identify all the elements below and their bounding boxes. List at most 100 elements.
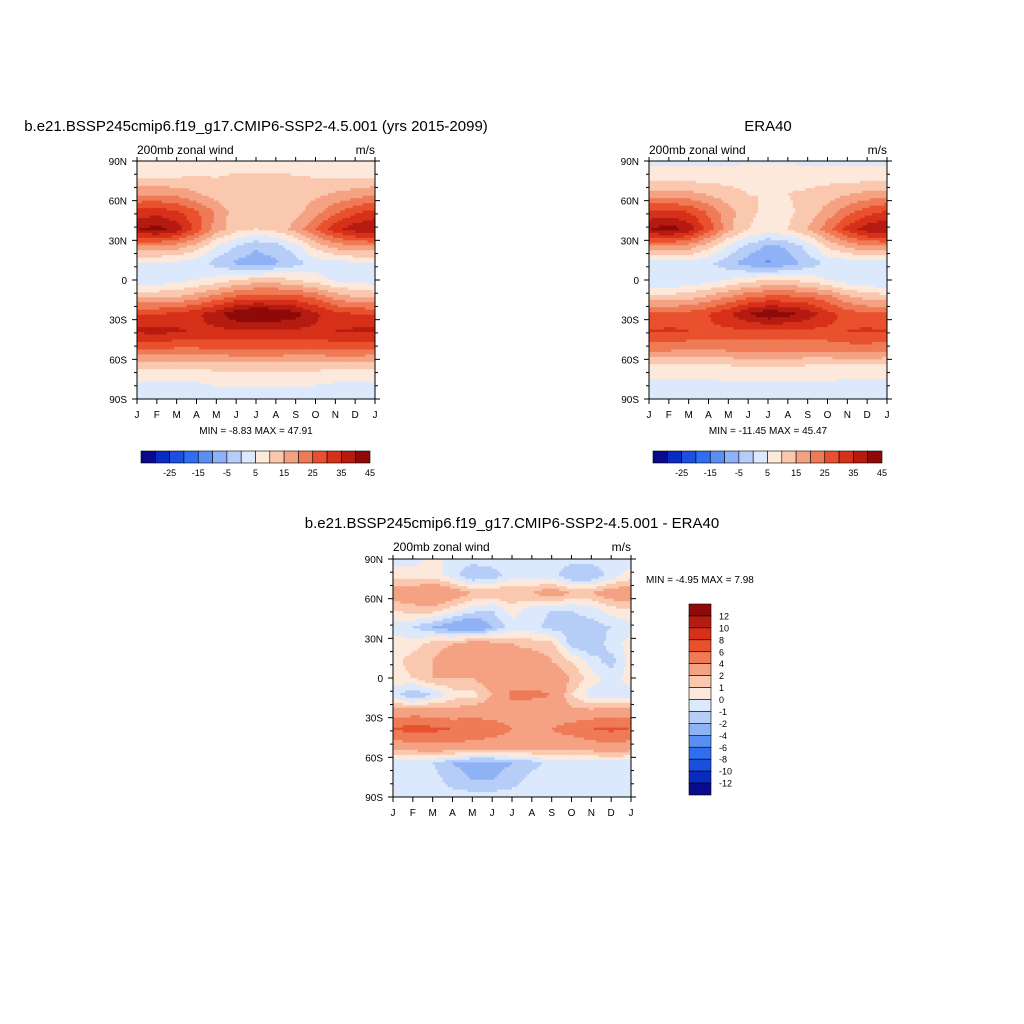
heatmap-cell	[171, 203, 175, 206]
heatmap-cell	[253, 237, 257, 241]
heatmap-cell	[300, 205, 304, 209]
heatmap-cell	[305, 193, 309, 197]
heatmap-cell	[345, 195, 349, 199]
heatmap-cell	[194, 163, 197, 167]
heatmap-cell	[253, 183, 257, 187]
heatmap-cell	[248, 280, 252, 283]
heatmap-cell	[221, 188, 225, 192]
heatmap-cell	[164, 265, 168, 268]
heatmap-cell	[169, 183, 173, 187]
heatmap-cell	[238, 250, 242, 254]
heatmap-cell	[273, 240, 277, 244]
heatmap-cell	[194, 220, 197, 224]
heatmap-cell	[231, 275, 235, 278]
heatmap-cell	[270, 255, 274, 259]
heatmap-cell	[146, 225, 150, 229]
heatmap-cell	[273, 227, 277, 231]
heatmap-cell	[283, 250, 287, 254]
heatmap-cell	[246, 287, 249, 291]
heatmap-cell	[228, 230, 232, 234]
heatmap-cell	[275, 284, 279, 288]
heatmap-cell	[357, 203, 361, 206]
heatmap-cell	[218, 222, 222, 226]
heatmap-cell	[317, 252, 321, 256]
heatmap-cell	[278, 227, 282, 231]
heatmap-cell	[139, 161, 143, 164]
heatmap-cell	[303, 247, 306, 251]
heatmap-cell	[260, 237, 264, 241]
heatmap-cell	[141, 193, 145, 197]
heatmap-cell	[335, 235, 339, 239]
heatmap-cell	[360, 210, 363, 214]
heatmap-cell	[154, 282, 158, 286]
heatmap-cell	[320, 262, 324, 266]
heatmap-cell	[144, 275, 148, 278]
heatmap-cell	[357, 170, 361, 174]
heatmap-cell	[278, 225, 282, 229]
heatmap-cell	[310, 227, 314, 231]
heatmap-cell	[370, 262, 373, 266]
heatmap-cell	[258, 178, 262, 182]
heatmap-cell	[141, 267, 145, 271]
heatmap-cell	[268, 218, 272, 221]
heatmap-cell	[278, 255, 282, 259]
heatmap-cell	[345, 218, 349, 221]
heatmap-cell	[362, 247, 366, 251]
heatmap-cell	[365, 267, 368, 271]
heatmap-cell	[186, 203, 190, 206]
heatmap-cell	[137, 168, 140, 172]
heatmap-cell	[164, 235, 168, 239]
heatmap-cell	[285, 257, 289, 261]
heatmap-cell	[285, 190, 289, 194]
heatmap-cell	[176, 190, 180, 194]
heatmap-cell	[352, 245, 356, 249]
heatmap-cell	[327, 165, 331, 169]
heatmap-cell	[256, 218, 259, 221]
heatmap-cell	[345, 265, 349, 268]
heatmap-cell	[223, 175, 227, 179]
heatmap-cell	[154, 163, 158, 167]
heatmap-cell	[223, 260, 227, 263]
heatmap-cell	[327, 287, 331, 291]
heatmap-cell	[350, 277, 354, 281]
heatmap-cell	[303, 232, 306, 236]
heatmap-cell	[342, 252, 346, 256]
heatmap-cell	[213, 275, 217, 278]
heatmap-cell	[283, 252, 287, 256]
heatmap-cell	[303, 190, 306, 194]
heatmap-cell	[335, 185, 339, 189]
heatmap-cell	[300, 255, 304, 259]
heatmap-cell	[278, 175, 282, 179]
heatmap-cell	[161, 252, 165, 256]
heatmap-cell	[223, 183, 227, 187]
heatmap-cell	[275, 205, 279, 209]
heatmap-cell	[367, 250, 371, 254]
heatmap-cell	[352, 222, 356, 226]
heatmap-cell	[226, 275, 230, 278]
heatmap-cell	[248, 185, 252, 189]
heatmap-cell	[367, 215, 371, 219]
heatmap-cell	[290, 222, 294, 226]
heatmap-cell	[310, 168, 314, 172]
heatmap-cell	[345, 282, 349, 286]
heatmap-cell	[288, 232, 292, 236]
heatmap-cell	[164, 245, 168, 249]
heatmap-cell	[213, 220, 217, 224]
heatmap-cell	[357, 280, 361, 283]
heatmap-cell	[365, 277, 368, 281]
heatmap-cell	[305, 270, 309, 273]
heatmap-cell	[223, 163, 227, 167]
heatmap-cell	[345, 227, 349, 231]
heatmap-cell	[231, 235, 235, 239]
heatmap-cell	[295, 237, 299, 241]
heatmap-cell	[241, 265, 244, 268]
heatmap-cell	[154, 180, 158, 184]
heatmap-cell	[337, 215, 341, 219]
heatmap-cell	[218, 242, 222, 246]
heatmap-cell	[166, 193, 170, 197]
heatmap-cell	[320, 205, 324, 209]
heatmap-cell	[137, 170, 140, 174]
heatmap-cell	[216, 240, 220, 244]
heatmap-cell	[315, 208, 319, 211]
heatmap-cell	[327, 225, 331, 229]
